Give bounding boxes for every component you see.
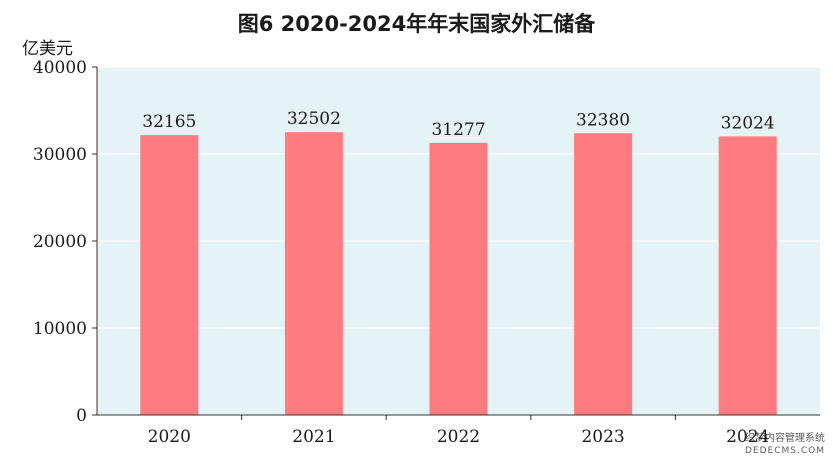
bar-2022: [429, 142, 488, 415]
watermark-line1: 织梦内容管理系统: [745, 433, 825, 444]
bar-2021: [284, 132, 343, 415]
bar-2024: [718, 136, 777, 415]
watermark: 织梦内容管理系统 DEDECMS.COM: [745, 433, 825, 457]
y-tick-label: 10000: [33, 319, 87, 339]
data-label-2023: 32380: [576, 110, 630, 130]
data-label-2021: 32502: [287, 109, 341, 129]
data-label-2024: 32024: [721, 113, 775, 133]
y-tick-label: 20000: [33, 232, 87, 252]
data-label-2020: 32165: [142, 112, 196, 132]
y-tick-label: 40000: [33, 58, 87, 78]
x-tick-label-2023: 2023: [581, 427, 624, 447]
x-tick-label-2022: 2022: [437, 427, 480, 447]
y-tick-label: 30000: [33, 145, 87, 165]
x-tick-label-2021: 2021: [292, 427, 335, 447]
y-axis-unit-label: 亿美元: [22, 39, 73, 59]
axes: 0 10000 20000 30000 40000 2020 2021 2022 2023 202…: [33, 58, 820, 447]
watermark-line2: DEDECMS.COM: [745, 446, 825, 456]
x-tick-label-2024: 2024: [726, 427, 769, 447]
chart-title: 图6 2020-2024年年末国家外汇储备: [237, 12, 596, 36]
data-label-2022: 31277: [431, 120, 485, 140]
bar-2023: [574, 133, 633, 415]
bars: [140, 132, 777, 416]
bar-2020: [140, 135, 199, 416]
data-labels: 32165 32502 31277 32380 32024: [142, 109, 774, 140]
x-tick-label-2020: 2020: [148, 427, 191, 447]
y-tick-label: 0: [76, 406, 87, 426]
